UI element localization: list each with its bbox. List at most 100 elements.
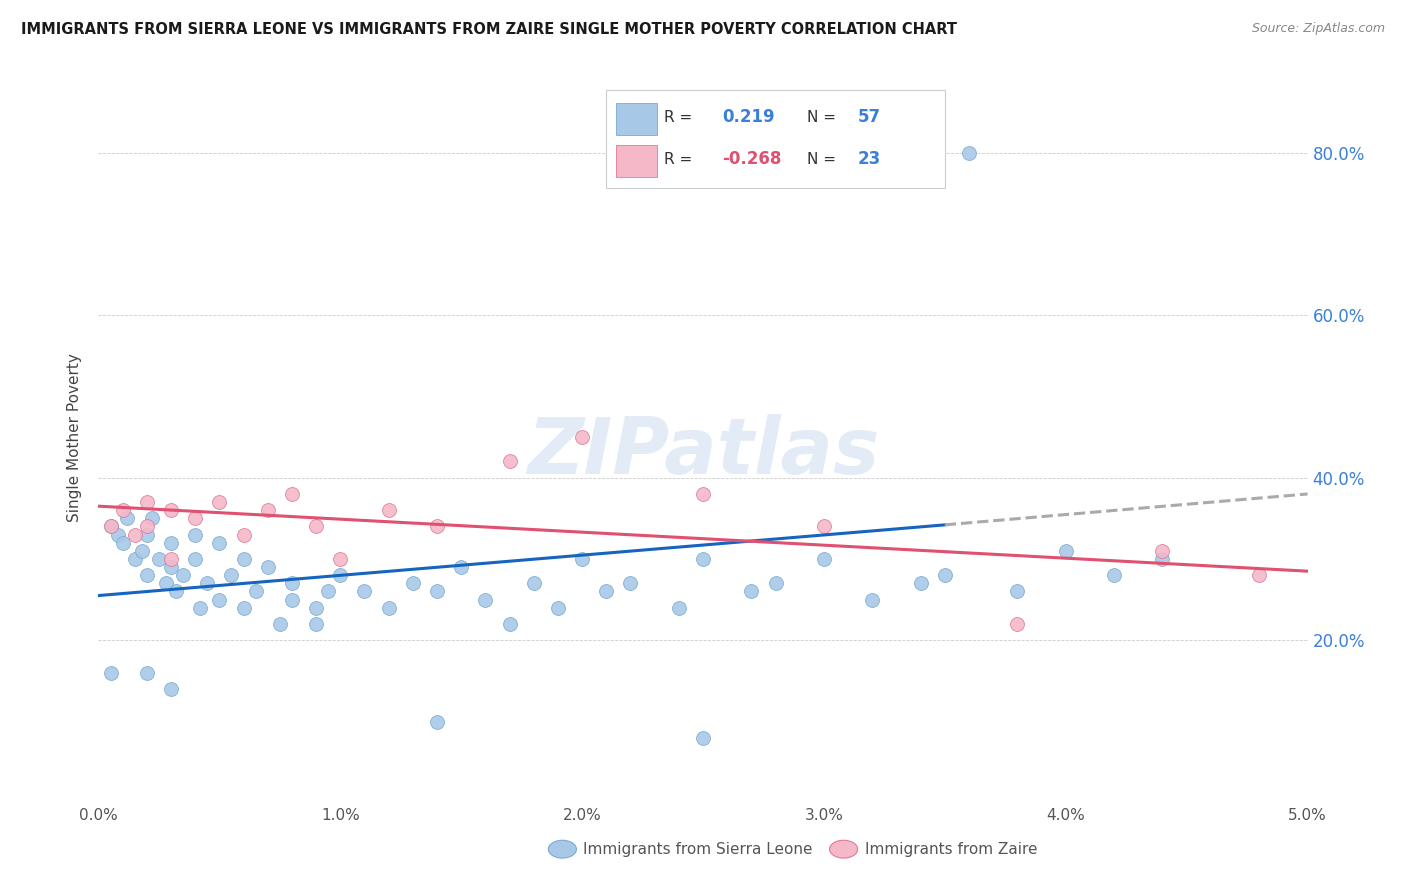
Point — [547, 600, 569, 615]
Point — [377, 503, 399, 517]
Point — [281, 487, 304, 501]
Point — [571, 552, 593, 566]
Point — [195, 576, 218, 591]
FancyBboxPatch shape — [616, 145, 657, 177]
Point — [281, 592, 304, 607]
Point — [100, 665, 122, 680]
Point — [184, 511, 207, 525]
Point — [595, 584, 617, 599]
Point — [281, 576, 304, 591]
Point — [269, 617, 291, 632]
Point — [232, 552, 254, 566]
FancyBboxPatch shape — [616, 103, 657, 135]
Point — [107, 527, 129, 541]
Point — [160, 535, 183, 549]
Point — [329, 552, 352, 566]
Point — [135, 527, 157, 541]
Text: -0.268: -0.268 — [723, 150, 782, 168]
Text: Immigrants from Sierra Leone: Immigrants from Sierra Leone — [583, 842, 813, 856]
Point — [474, 592, 496, 607]
Text: N =: N = — [807, 110, 841, 125]
Point — [619, 576, 641, 591]
Point — [141, 511, 163, 525]
Point — [155, 576, 177, 591]
Text: 0.219: 0.219 — [723, 109, 775, 127]
Point — [305, 617, 328, 632]
Point — [135, 665, 157, 680]
Point — [860, 592, 883, 607]
Point — [329, 568, 352, 582]
Point — [934, 568, 956, 582]
Point — [188, 600, 211, 615]
Point — [160, 503, 183, 517]
Point — [221, 568, 243, 582]
Point — [1054, 544, 1077, 558]
Point — [305, 519, 328, 533]
Point — [692, 487, 714, 501]
Point — [135, 519, 157, 533]
Point — [1152, 544, 1174, 558]
Point — [523, 576, 546, 591]
Point — [813, 519, 835, 533]
Point — [208, 535, 231, 549]
Point — [305, 600, 328, 615]
Point — [668, 600, 690, 615]
Point — [498, 617, 520, 632]
Point — [245, 584, 267, 599]
Text: IMMIGRANTS FROM SIERRA LEONE VS IMMIGRANTS FROM ZAIRE SINGLE MOTHER POVERTY CORR: IMMIGRANTS FROM SIERRA LEONE VS IMMIGRAN… — [21, 22, 957, 37]
Point — [148, 552, 170, 566]
Text: N =: N = — [807, 152, 841, 167]
Point — [571, 430, 593, 444]
Point — [160, 560, 183, 574]
Point — [450, 560, 472, 574]
Text: Source: ZipAtlas.com: Source: ZipAtlas.com — [1251, 22, 1385, 36]
Point — [208, 495, 231, 509]
Text: 57: 57 — [858, 109, 882, 127]
Point — [232, 600, 254, 615]
Point — [377, 600, 399, 615]
Point — [160, 681, 183, 696]
Point — [765, 576, 787, 591]
Point — [100, 519, 122, 533]
Point — [353, 584, 375, 599]
Y-axis label: Single Mother Poverty: Single Mother Poverty — [67, 352, 83, 522]
Point — [165, 584, 187, 599]
Text: 23: 23 — [858, 150, 882, 168]
Point — [498, 454, 520, 468]
Point — [1249, 568, 1271, 582]
Point — [117, 511, 139, 525]
Point — [256, 560, 278, 574]
Point — [402, 576, 425, 591]
Point — [910, 576, 932, 591]
Point — [232, 527, 254, 541]
Point — [426, 584, 449, 599]
Point — [184, 552, 207, 566]
Point — [426, 519, 449, 533]
Point — [131, 544, 153, 558]
Text: ZIPatlas: ZIPatlas — [527, 414, 879, 490]
Point — [1102, 568, 1125, 582]
Point — [813, 552, 835, 566]
Point — [1007, 584, 1029, 599]
Point — [100, 519, 122, 533]
Point — [111, 535, 134, 549]
Text: Immigrants from Zaire: Immigrants from Zaire — [865, 842, 1038, 856]
Point — [740, 584, 762, 599]
Point — [316, 584, 339, 599]
Point — [184, 527, 207, 541]
Point — [692, 552, 714, 566]
Point — [135, 568, 157, 582]
Point — [1152, 552, 1174, 566]
Point — [124, 552, 146, 566]
Text: R =: R = — [664, 110, 697, 125]
Point — [692, 731, 714, 745]
Text: R =: R = — [664, 152, 697, 167]
Point — [111, 503, 134, 517]
Point — [172, 568, 194, 582]
Point — [426, 714, 449, 729]
Point — [135, 495, 157, 509]
Point — [957, 145, 980, 160]
Point — [208, 592, 231, 607]
FancyBboxPatch shape — [606, 90, 945, 188]
Point — [124, 527, 146, 541]
